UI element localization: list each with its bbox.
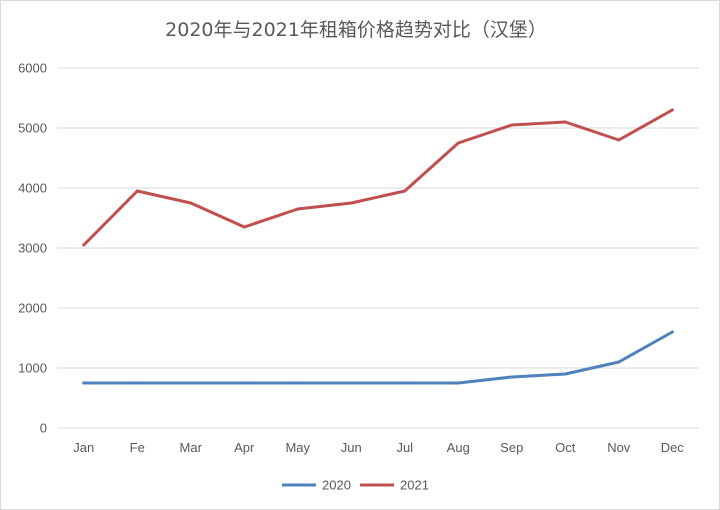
y-axis-ticks: 0 1000 2000 3000 4000 5000 6000	[18, 61, 47, 436]
y-tick-label: 3000	[18, 241, 47, 256]
data-point-2020	[670, 330, 674, 334]
series-line-2020	[82, 330, 674, 385]
y-tick-label: 1000	[18, 361, 47, 376]
legend: 2020 2021	[282, 478, 429, 493]
legend-label-2020: 2020	[322, 478, 351, 493]
series-lines	[82, 108, 674, 385]
x-tick-label: Oct	[555, 440, 576, 455]
x-tick-label: Dec	[661, 440, 685, 455]
x-tick-label: Sep	[500, 440, 523, 455]
x-tick-label: Jul	[396, 440, 413, 455]
data-point-2021	[296, 207, 300, 211]
data-point-2021	[349, 201, 353, 205]
data-point-2021	[189, 201, 193, 205]
x-tick-label: May	[285, 440, 310, 455]
data-point-2020	[135, 381, 139, 385]
data-point-2020	[563, 372, 567, 376]
data-point-2021	[617, 138, 621, 142]
data-point-2021	[82, 243, 86, 247]
x-tick-label: Mar	[180, 440, 203, 455]
gridlines	[57, 67, 699, 429]
x-tick-label: Aug	[447, 440, 470, 455]
x-axis-ticks: Jan Fe Mar Apr May Jun Jul Aug Sep Oct Nov Dec	[73, 440, 684, 455]
x-tick-label: Fe	[130, 440, 145, 455]
legend-label-2021: 2021	[400, 478, 429, 493]
data-point-2021	[510, 123, 514, 127]
y-tick-label: 4000	[18, 181, 47, 196]
data-point-2021	[135, 189, 139, 193]
y-tick-label: 2000	[18, 301, 47, 316]
data-point-2020	[617, 360, 621, 364]
data-point-2020	[189, 381, 193, 385]
y-tick-label: 6000	[18, 61, 47, 76]
x-tick-label: Jan	[73, 440, 94, 455]
series-line-2021	[82, 108, 674, 247]
data-point-2020	[456, 381, 460, 385]
x-tick-label: Apr	[234, 440, 255, 455]
data-point-2021	[403, 189, 407, 193]
y-tick-label: 0	[40, 421, 47, 436]
data-point-2020	[403, 381, 407, 385]
x-tick-label: Nov	[607, 440, 631, 455]
data-point-2020	[82, 381, 86, 385]
data-point-2020	[242, 381, 246, 385]
data-point-2021	[670, 108, 674, 112]
data-point-2020	[510, 375, 514, 379]
data-point-2021	[456, 141, 460, 145]
data-point-2021	[563, 120, 567, 124]
x-tick-label: Jun	[341, 440, 362, 455]
y-tick-label: 5000	[18, 121, 47, 136]
chart-title: 2020年与2021年租箱价格趋势对比（汉堡）	[165, 19, 547, 41]
data-point-2020	[349, 381, 353, 385]
data-point-2021	[242, 225, 246, 229]
data-point-2020	[296, 381, 300, 385]
